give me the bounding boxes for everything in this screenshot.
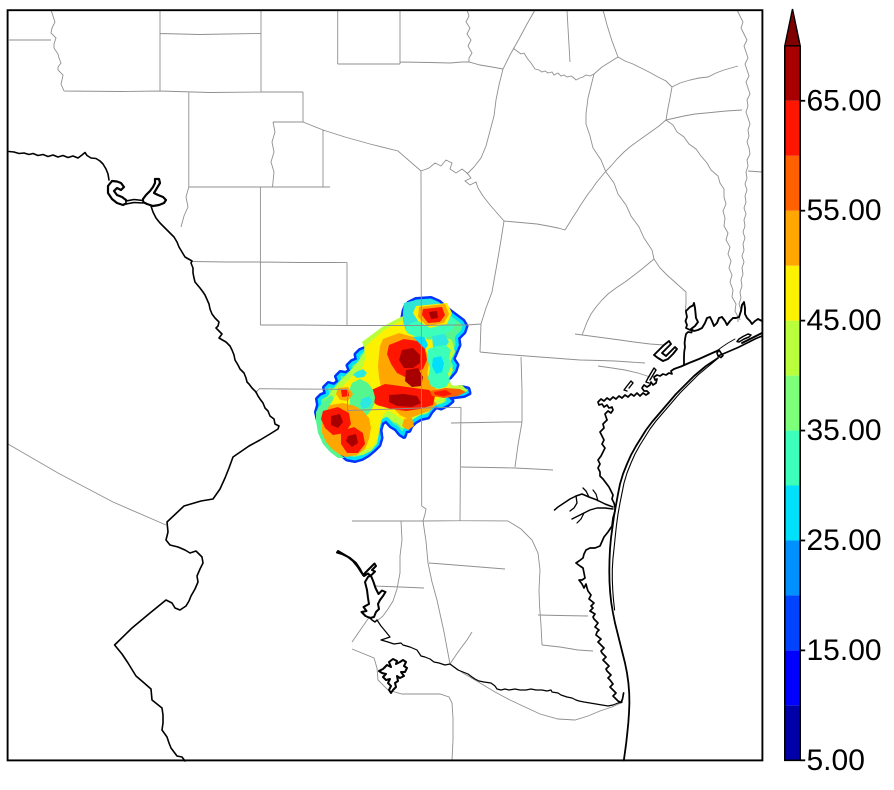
svg-text:45.00: 45.00 (807, 304, 882, 337)
svg-text:5.00: 5.00 (807, 744, 865, 777)
svg-text:65.00: 65.00 (807, 84, 882, 117)
svg-text:55.00: 55.00 (807, 194, 882, 227)
svg-text:35.00: 35.00 (807, 414, 882, 447)
svg-text:15.00: 15.00 (807, 634, 882, 667)
svg-text:25.00: 25.00 (807, 524, 882, 557)
